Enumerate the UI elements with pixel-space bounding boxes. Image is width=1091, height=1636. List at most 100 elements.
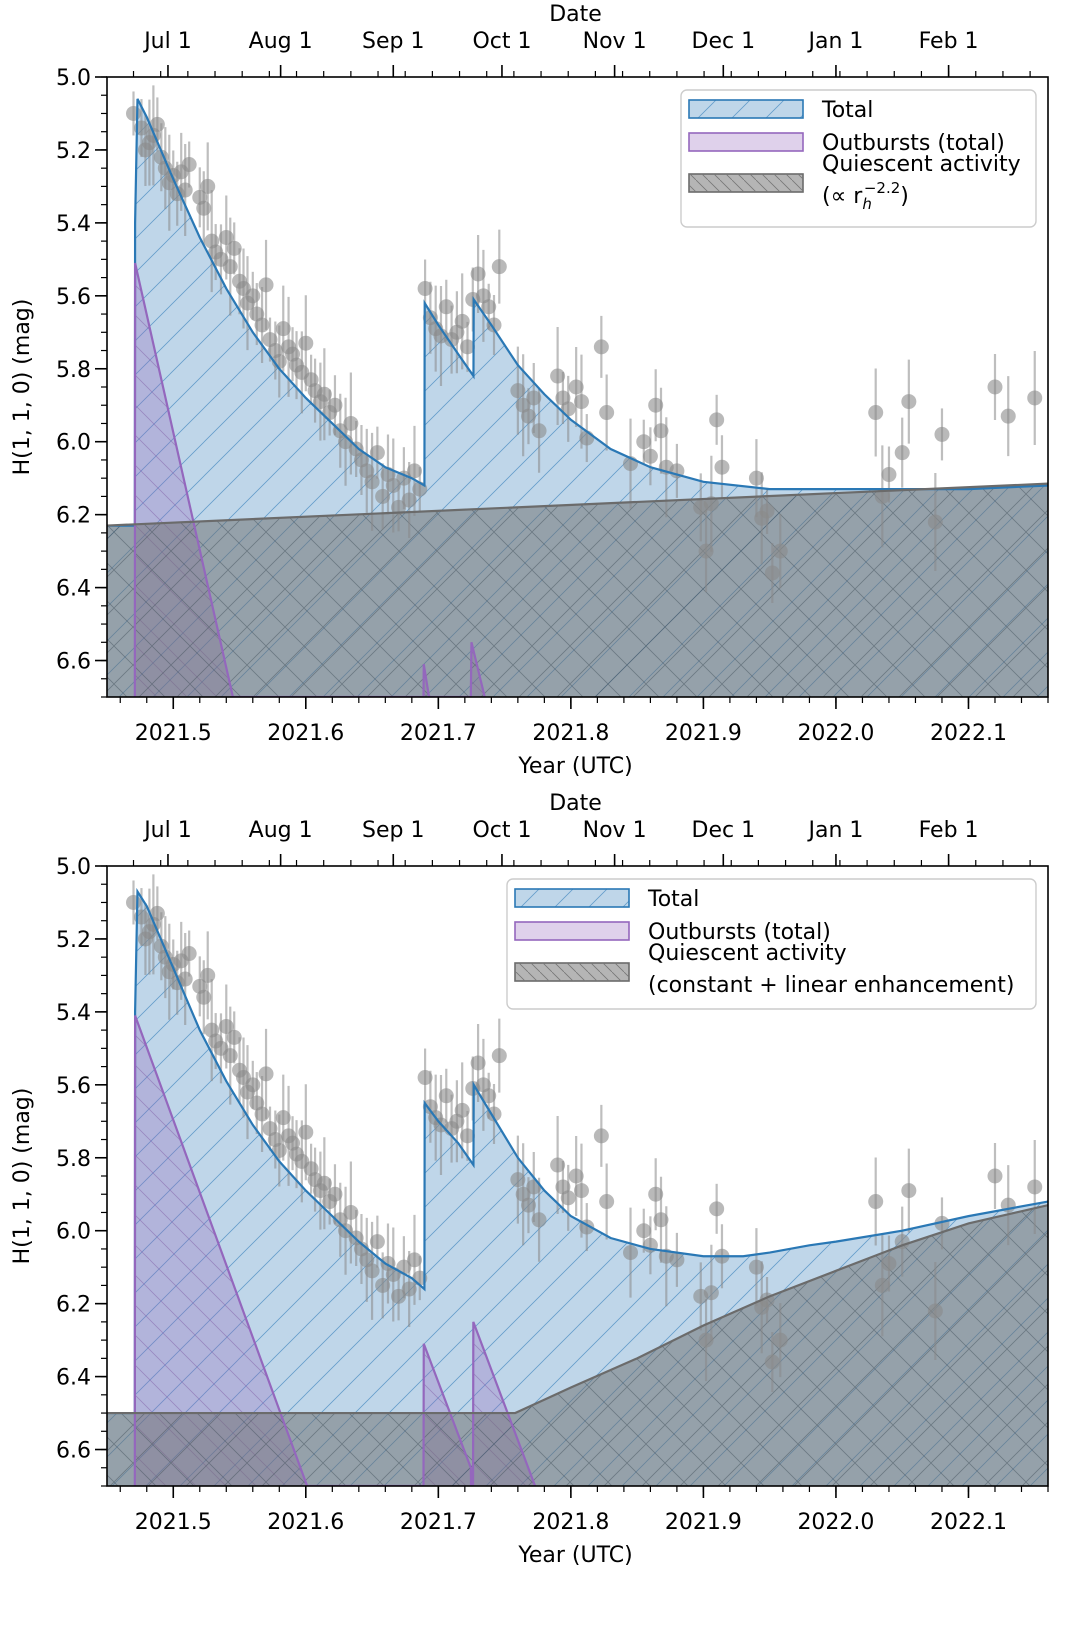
y-tick-label: 5.8 (56, 1147, 91, 1172)
date-tick-label: Dec 1 (692, 29, 756, 54)
observation-point (298, 1124, 314, 1140)
observation-point (417, 281, 433, 297)
outbursts-total-line (133, 1015, 537, 1486)
legend-label: Outbursts (total) (648, 920, 831, 945)
observation-point (385, 477, 401, 493)
observation-point (177, 182, 193, 198)
observation-point (369, 1234, 385, 1250)
observation-point (343, 415, 359, 431)
observation-point (245, 288, 261, 304)
x-tick-label: 2021.7 (400, 1510, 477, 1535)
date-tick-label: Feb 1 (919, 818, 979, 843)
observation-point (868, 405, 884, 421)
observation-point (759, 503, 775, 519)
observation-point (126, 105, 142, 121)
observation-point (181, 946, 197, 962)
y-tick-label: 5.4 (56, 212, 91, 237)
y-tick-label: 6.2 (56, 504, 91, 529)
observation-point (181, 157, 197, 173)
observation-point (642, 448, 658, 464)
observation-point (417, 1070, 433, 1086)
observation-point (531, 1212, 547, 1228)
legend-formula-suffix: ) (900, 184, 909, 209)
legend-formula-sub: h (862, 195, 872, 213)
observation-point (568, 1168, 584, 1184)
observation-point (648, 397, 664, 413)
y-tick-label: 5.2 (56, 139, 91, 164)
observation-point (401, 1281, 417, 1297)
observation-point (653, 423, 669, 439)
observation-point (573, 1183, 589, 1199)
x-tick-label: 2021.5 (135, 721, 212, 746)
legend-box (506, 878, 1037, 1010)
legend-subtitle: (constant + linear enhancement) (648, 973, 1014, 998)
observation-point (881, 1256, 897, 1272)
y-axis-title: H(1, 1, 0) (mag) (10, 1088, 35, 1265)
y-tick-label: 6.4 (56, 577, 91, 602)
observation-point (550, 1157, 566, 1173)
observation-point (669, 1252, 685, 1268)
observation-point (369, 445, 385, 461)
y-tick-label: 5.0 (56, 855, 91, 880)
x-axis-title: Year (UTC) (517, 754, 632, 779)
y-axis-title: H(1, 1, 0) (mag) (10, 299, 35, 476)
observation-point (491, 1048, 507, 1064)
date-tick-label: Oct 1 (472, 818, 531, 843)
legend-swatch-hatch (515, 963, 629, 981)
observation-point (459, 1128, 475, 1144)
observation-point (510, 1172, 526, 1188)
plot-area (107, 874, 1048, 1486)
observations (126, 85, 1043, 603)
legend-label: Total (647, 887, 699, 912)
date-tick-label: Feb 1 (919, 29, 979, 54)
observation-point (254, 1106, 270, 1122)
observation-point (599, 1194, 615, 1210)
legend-label: Total (821, 98, 873, 123)
legend-swatch (514, 921, 630, 941)
observation-point (520, 408, 536, 424)
observation-point (636, 1223, 652, 1239)
observation-point (703, 1285, 719, 1301)
observation-point (364, 1263, 380, 1279)
legend-swatch-hatch (689, 100, 803, 118)
observation-point (258, 277, 274, 293)
date-tick-label: Aug 1 (249, 29, 313, 54)
observation-point (149, 905, 165, 921)
observation-point (391, 1288, 407, 1304)
observation-point (526, 1179, 542, 1195)
observation-point (438, 299, 454, 315)
quiescent-activity-line (107, 1204, 1048, 1415)
observation-point (316, 1175, 332, 1191)
x-tick-label: 2021.9 (665, 1510, 742, 1535)
observation-point (772, 1332, 788, 1348)
y-tick-label: 6.0 (56, 431, 91, 456)
observation-point (868, 1194, 884, 1210)
observation-point (375, 1277, 391, 1293)
y-tick-label: 5.6 (56, 285, 91, 310)
date-tick-label: Sep 1 (362, 29, 424, 54)
observation-point (709, 1201, 725, 1217)
observation-point (703, 496, 719, 512)
legend-label: Quiescent activity (648, 941, 847, 966)
observation-point (709, 412, 725, 428)
y-tick-label: 6.6 (56, 1439, 91, 1464)
total-line (107, 98, 1048, 527)
y-tick-label: 6.4 (56, 1366, 91, 1391)
date-tick-label: Sep 1 (362, 818, 424, 843)
outbursts-total-line (133, 262, 486, 697)
y-tick-label: 5.2 (56, 928, 91, 953)
observation-point (698, 543, 714, 559)
observation-point (406, 1252, 422, 1268)
observation-point (648, 1186, 664, 1202)
date-tick-label: Nov 1 (583, 818, 647, 843)
observation-point (748, 470, 764, 486)
observation-point (1027, 1179, 1043, 1195)
total-line (107, 887, 1048, 1415)
observation-point (573, 394, 589, 410)
observation-point (874, 488, 890, 504)
observation-point (222, 1048, 238, 1064)
observation-point (327, 397, 343, 413)
observation-point (438, 1088, 454, 1104)
observation-point (636, 434, 652, 450)
y-tick-label: 5.0 (56, 66, 91, 91)
